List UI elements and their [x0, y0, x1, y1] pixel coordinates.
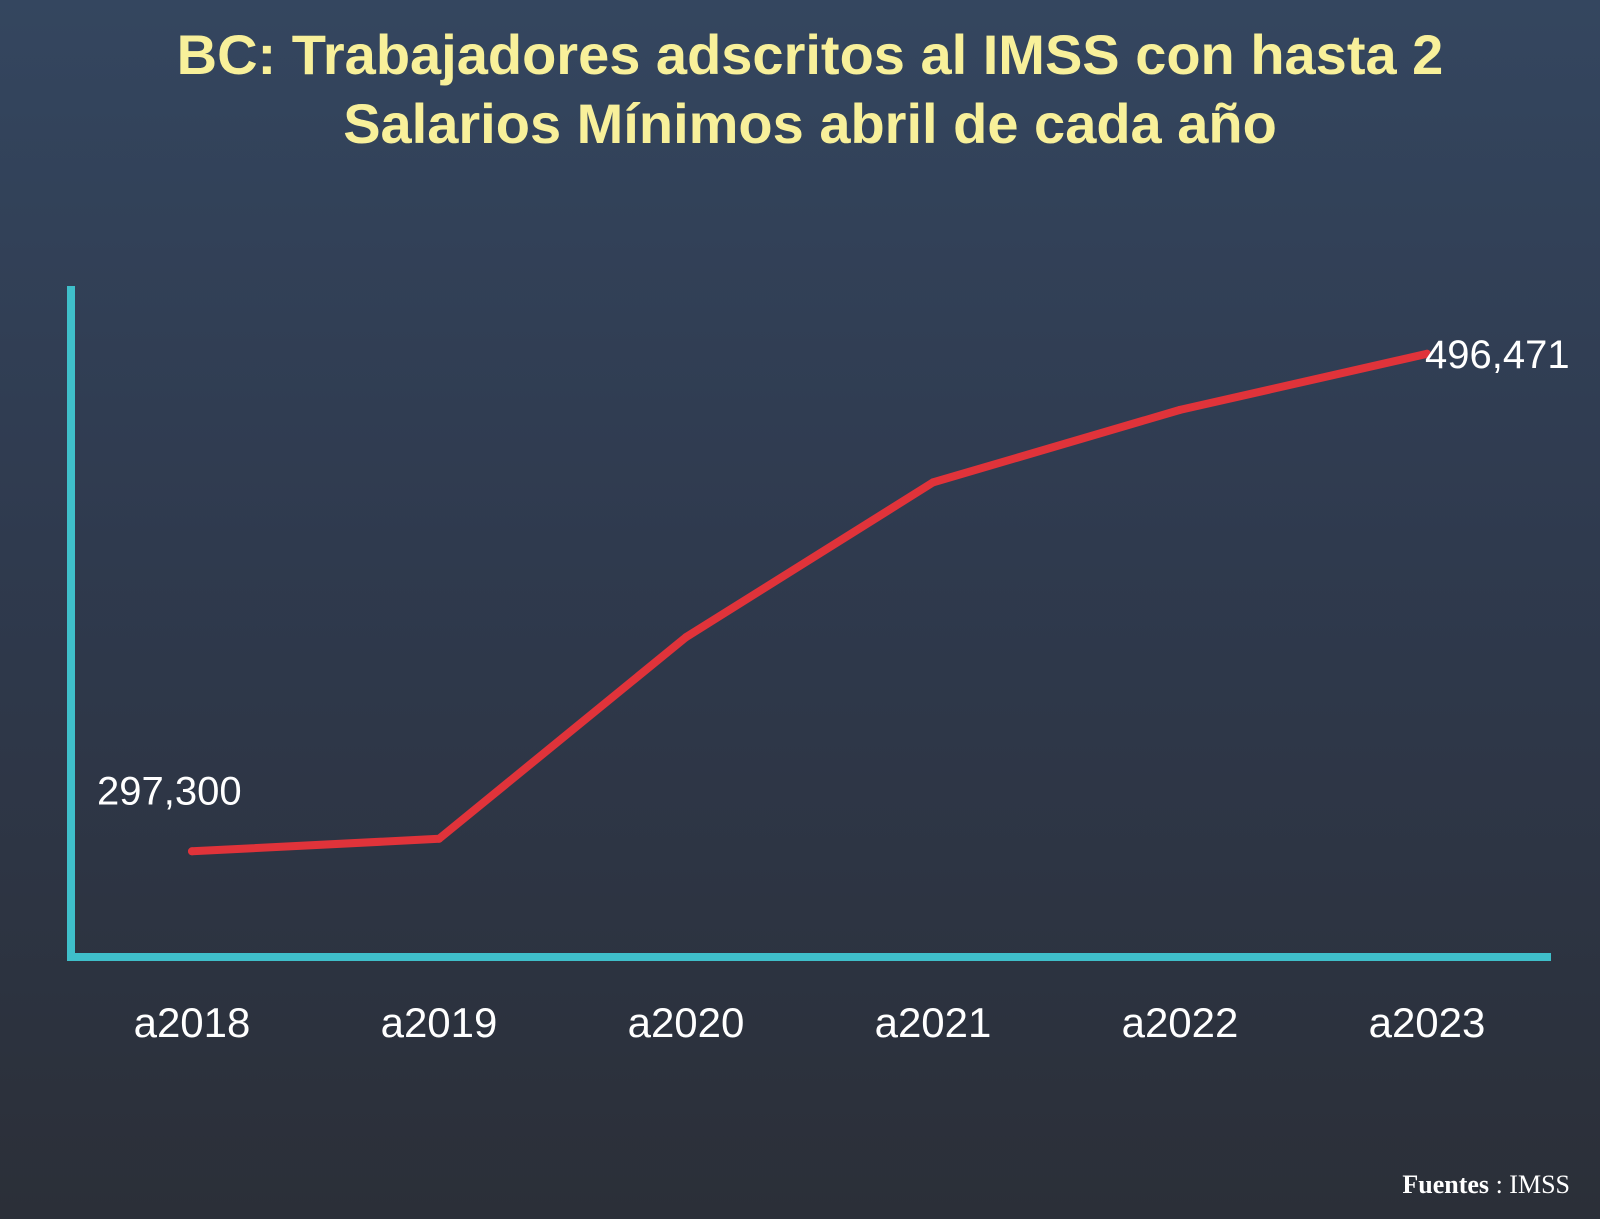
series-line	[188, 349, 1431, 856]
chart-data-labels: 297,300 496,471	[97, 333, 1570, 814]
chart-x-tick-labels: a2018 a2019 a2020 a2021 a2022 a2023	[134, 999, 1486, 1046]
data-point	[1423, 349, 1431, 358]
data-point	[1176, 405, 1184, 414]
source-separator: :	[1489, 1170, 1510, 1199]
chart-title: BC: Trabajadores adscritos al IMSS con h…	[176, 23, 1444, 155]
chart-axes	[67, 286, 1551, 961]
data-label: 297,300	[97, 769, 242, 813]
source-note: Fuentes : IMSS	[1402, 1170, 1570, 1200]
data-point	[435, 834, 443, 843]
data-point	[682, 633, 690, 642]
data-label: 496,471	[1425, 333, 1570, 377]
x-tick-label: a2022	[1122, 999, 1239, 1046]
x-tick-label: a2021	[875, 999, 992, 1046]
x-tick-label: a2020	[628, 999, 745, 1046]
source-value: IMSS	[1509, 1170, 1570, 1199]
x-tick-label: a2023	[1369, 999, 1486, 1046]
x-tick-label: a2018	[134, 999, 251, 1046]
source-label: Fuentes	[1402, 1170, 1490, 1199]
data-point	[188, 847, 196, 856]
x-tick-label: a2019	[381, 999, 498, 1046]
chart-series	[188, 349, 1431, 856]
data-point	[929, 478, 937, 487]
